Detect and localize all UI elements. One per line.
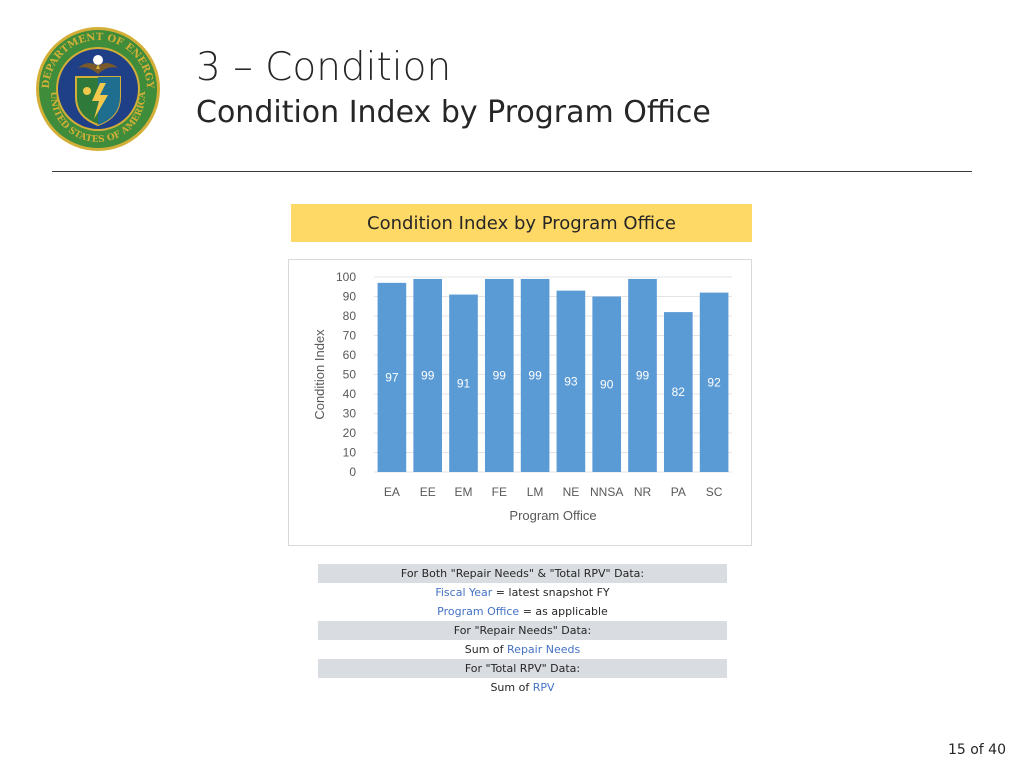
bar — [377, 282, 407, 472]
notes-fiscal-year-row: Fiscal Year = latest snapshot FY — [318, 583, 727, 602]
bar — [556, 290, 586, 472]
y-tick-label: 80 — [343, 309, 357, 323]
notes-both-header: For Both "Repair Needs" & "Total RPV" Da… — [318, 564, 727, 583]
bar-data-label: 99 — [528, 368, 542, 382]
y-tick-label: 10 — [343, 446, 357, 460]
repair-needs-field: Repair Needs — [507, 643, 581, 656]
notes-repair-row: Sum of Repair Needs — [318, 640, 727, 659]
x-tick-label: NE — [563, 485, 580, 499]
x-tick-label: NNSA — [590, 485, 623, 499]
x-tick-label: EA — [384, 485, 400, 499]
notes-program-office-row: Program Office = as applicable — [318, 602, 727, 621]
chart-title-banner: Condition Index by Program Office — [291, 204, 752, 242]
rpv-prefix-text: Sum of — [490, 681, 530, 694]
y-tick-label: 60 — [343, 348, 357, 362]
bar-data-label: 97 — [385, 370, 399, 384]
y-tick-label: 50 — [343, 368, 357, 382]
slide-title: 3 – Condition — [196, 45, 452, 90]
bar-chart: 0 10 20 30 40 50 60 70 80 90 100 97 EA 99 EE 91 EM 99 FE 99… — [312, 270, 732, 523]
bar — [592, 296, 622, 472]
program-office-field: Program Office — [437, 605, 520, 618]
chart-frame: 0 10 20 30 40 50 60 70 80 90 100 97 EA 99 EE 91 EM 99 FE 99… — [288, 259, 752, 546]
x-tick-label: NR — [634, 485, 652, 499]
bar-data-label: 99 — [636, 368, 650, 382]
x-tick-label: FE — [492, 485, 507, 499]
bar-data-label: 92 — [707, 375, 721, 389]
x-tick-label: PA — [671, 485, 686, 499]
bar-data-label: 99 — [493, 368, 507, 382]
bar — [663, 312, 693, 472]
fiscal-year-text: = latest snapshot FY — [495, 586, 610, 599]
bar — [484, 278, 514, 472]
header-divider — [52, 171, 972, 172]
bar-data-label: 90 — [600, 377, 614, 391]
x-tick-label: LM — [527, 485, 544, 499]
y-tick-label: 30 — [343, 407, 357, 421]
fiscal-year-field: Fiscal Year — [435, 586, 493, 599]
x-tick-label: EE — [420, 485, 436, 499]
bar-data-label: 91 — [457, 376, 471, 390]
chart-title-text: Condition Index by Program Office — [367, 212, 676, 234]
bar — [520, 278, 550, 472]
x-tick-label: SC — [706, 485, 723, 499]
y-tick-label: 100 — [336, 270, 356, 284]
bar — [699, 292, 729, 472]
doe-seal-logo: DEPARTMENT OF ENERGY UNITED STATES OF AM… — [36, 27, 160, 151]
y-tick-label: 40 — [343, 387, 357, 401]
bar — [449, 294, 478, 472]
notes-repair-header: For "Repair Needs" Data: — [318, 621, 727, 640]
repair-prefix-text: Sum of — [464, 643, 504, 656]
bar-data-label: 99 — [421, 368, 435, 382]
bar — [413, 278, 443, 472]
page-number: 15 of 40 — [947, 742, 1006, 758]
bar-data-label: 93 — [564, 374, 578, 388]
notes-rpv-row: Sum of RPV — [318, 678, 727, 697]
x-axis-title: Program Office — [509, 508, 596, 523]
program-office-text: = as applicable — [522, 605, 608, 618]
y-tick-label: 90 — [343, 290, 357, 304]
y-axis-title: Condition Index — [312, 329, 327, 420]
notes-table: For Both "Repair Needs" & "Total RPV" Da… — [318, 564, 727, 697]
y-tick-label: 0 — [349, 465, 356, 479]
bar-data-label: 82 — [672, 385, 686, 399]
notes-rpv-header: For "Total RPV" Data: — [318, 659, 727, 678]
x-tick-label: EM — [455, 485, 473, 499]
y-tick-label: 20 — [343, 426, 357, 440]
rpv-field: RPV — [532, 681, 555, 694]
y-tick-label: 70 — [343, 329, 357, 343]
bar — [628, 278, 657, 472]
slide-subtitle: Condition Index by Program Office — [196, 95, 711, 130]
